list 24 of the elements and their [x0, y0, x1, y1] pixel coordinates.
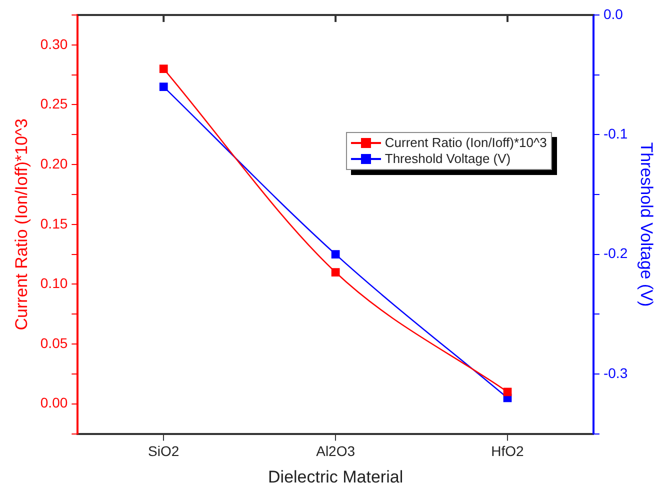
y-tick-label: 0.10: [40, 275, 68, 292]
y2-tick-label: -0.2: [603, 245, 628, 262]
legend-label: Threshold Voltage (V): [384, 151, 511, 168]
legend-label: Current Ratio (Ion/Ioff)*10^3: [384, 135, 547, 152]
y-tick-label: 0.00: [40, 394, 68, 411]
y-axis-title: Current Ratio (Ion/Ioff)*10^3: [12, 118, 31, 330]
y-tick-label: 0.05: [40, 334, 68, 351]
y-tick-label: 0.20: [40, 155, 68, 172]
point: [331, 250, 340, 258]
point: [503, 388, 512, 396]
x-tick-label: HfO2: [491, 443, 524, 460]
x-axis-title: Dielectric Material: [268, 467, 404, 486]
y-tick-label: 0.25: [40, 96, 68, 112]
point: [331, 268, 340, 276]
x-tick-label: Al2O3: [316, 443, 356, 460]
point: [159, 64, 168, 74]
y2-tick-label: 0.0: [603, 6, 624, 22]
x-tick-label: SiO2: [148, 443, 180, 460]
y-tick-label: 0.15: [40, 215, 68, 232]
y-tick-label: 0.30: [40, 36, 68, 52]
y2-axis-title: Threshold Voltage (V): [637, 142, 656, 307]
y2-tick-label: -0.1: [603, 126, 628, 142]
y2-tick-label: -0.3: [603, 364, 628, 381]
point: [159, 82, 168, 91]
